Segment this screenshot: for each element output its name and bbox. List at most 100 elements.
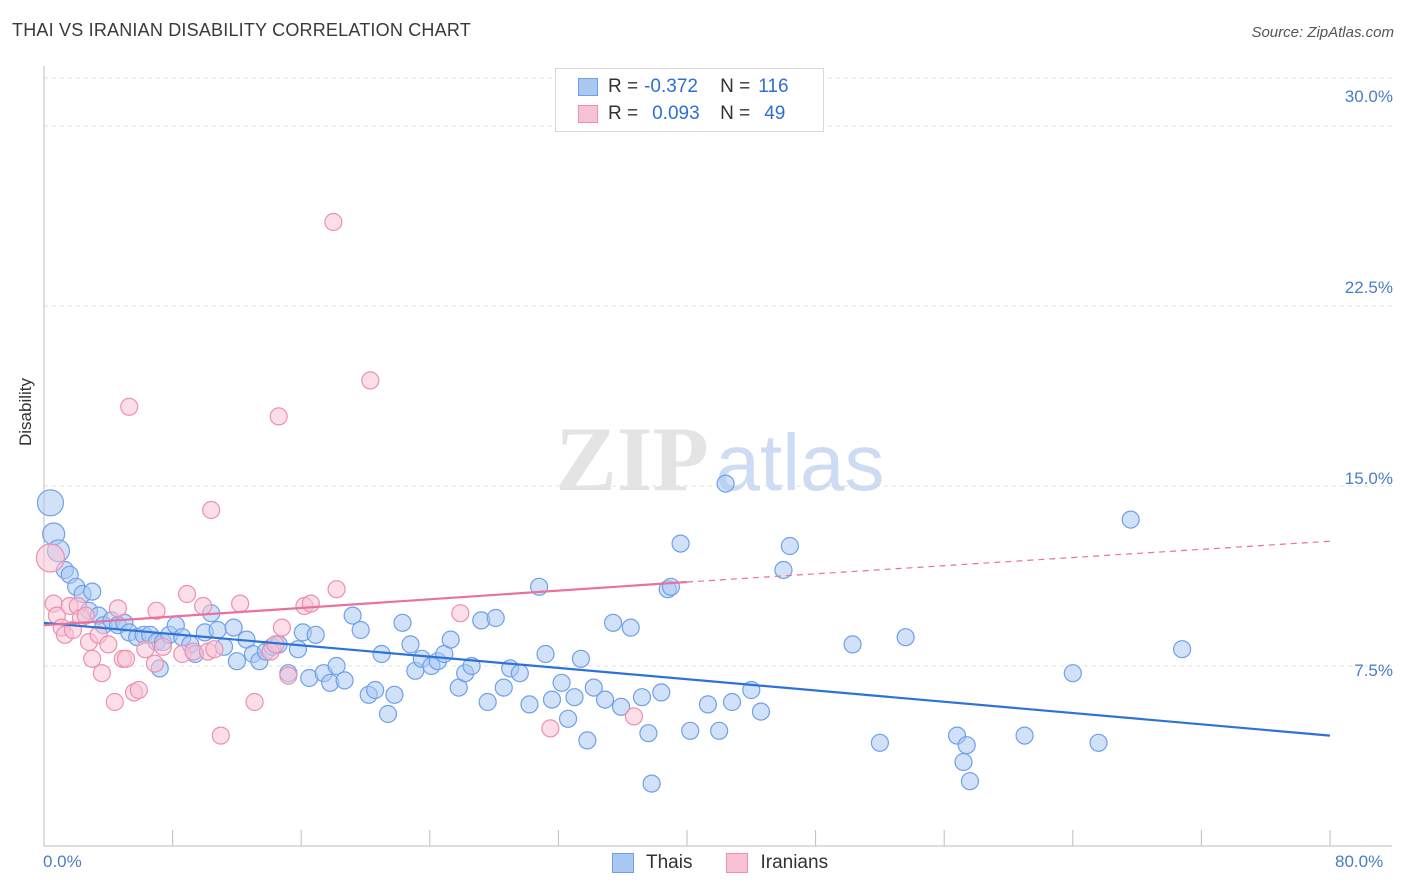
thais-point (565, 688, 584, 707)
thais-point (960, 772, 980, 791)
thais-trend-line (43, 621, 1331, 737)
thais-point (401, 635, 420, 654)
thais-point (639, 724, 658, 743)
chart-source: Source: ZipAtlas.com (1251, 24, 1394, 41)
iranians-point (279, 666, 298, 685)
chart-title: THAI VS IRANIAN DISABILITY CORRELATION C… (12, 20, 471, 40)
iranians-point (116, 649, 136, 668)
iranians-point (76, 606, 95, 625)
iranians-point (361, 371, 380, 390)
thais-point (710, 721, 729, 740)
thais-point (774, 560, 793, 580)
y-tick-label: 15.0% (1344, 469, 1393, 488)
thais-point (661, 577, 681, 596)
watermark-zip: ZIP (555, 408, 708, 510)
thais-point (494, 678, 513, 697)
bottom-legend-swatch-thais (612, 853, 634, 873)
thais-point (780, 536, 799, 556)
legend-swatch-thais (578, 78, 598, 96)
thais-point (510, 664, 529, 683)
bottom-legend: Thais Iranians (612, 852, 862, 874)
thais-point (1173, 640, 1192, 659)
legend-n-value: 116 (758, 76, 789, 97)
thais-point (652, 683, 671, 702)
thais-point (751, 702, 771, 721)
iranians-trend-line (43, 580, 688, 627)
iranians-point (136, 640, 155, 659)
thais-point (1121, 510, 1140, 529)
gridlines (44, 77, 1392, 667)
thais-point (584, 678, 603, 697)
thais-point (632, 688, 652, 707)
legend-n-label: N = (720, 76, 751, 97)
thais-point (870, 733, 890, 752)
iranians-point (327, 580, 346, 599)
iranians-point (35, 543, 66, 573)
iranians-point (451, 604, 470, 623)
thais-point (542, 690, 562, 709)
thais-point (552, 673, 571, 692)
iranians-point (105, 692, 124, 712)
bottom-legend-thais: Thais (612, 852, 692, 874)
iranians-point (177, 584, 197, 604)
thais-point (571, 649, 591, 668)
legend-n-value: 49 (764, 103, 786, 124)
iranians-point (624, 707, 644, 726)
trend-lines (43, 540, 1331, 737)
watermark-atlas: atlas (716, 418, 885, 507)
thais-point (642, 774, 661, 793)
thais-point (393, 613, 412, 632)
bottom-legend-iranians: Iranians (726, 852, 828, 874)
thais-point (486, 608, 505, 628)
legend-r-value: -0.372 (644, 76, 698, 97)
bottom-legend-label-thais: Thais (646, 852, 693, 873)
legend-r-label: R = (608, 103, 639, 124)
thais-point (621, 618, 640, 637)
iranians-point (202, 500, 221, 520)
thais-point (1089, 733, 1108, 752)
iranians-point (145, 654, 165, 673)
thais-point (385, 685, 404, 704)
thais-point (698, 695, 717, 714)
thais-point (716, 474, 735, 493)
iranians-point (147, 601, 166, 620)
bottom-legend-label-iranians: Iranians (760, 852, 829, 873)
thais-point (83, 582, 102, 601)
iranians-point (205, 640, 224, 659)
thais-point (306, 625, 325, 644)
thais-point (957, 736, 976, 755)
iranians-point (269, 407, 288, 426)
y-tick-label: 7.5% (1354, 661, 1393, 680)
thais-point (896, 628, 915, 647)
iranians-point (153, 637, 173, 656)
y-axis-label: Disability (16, 377, 35, 446)
legend-r-value: 0.093 (652, 103, 700, 124)
iranians-point (83, 649, 102, 668)
thais-point (611, 697, 631, 716)
thais-point (520, 695, 539, 714)
x-tick-label: 80.0% (1335, 852, 1384, 871)
legend-row-thais: R = -0.372 N = 116 (578, 74, 789, 100)
iranians-point (194, 596, 213, 616)
thais-point (595, 690, 615, 709)
thais-point (558, 709, 578, 728)
iranians-point (92, 664, 111, 683)
legend-r-label: R = (608, 76, 639, 97)
thais-point (441, 630, 460, 649)
iranians-point (108, 599, 128, 618)
thais-point (208, 620, 227, 640)
legend-row-iranians: R = 0.093 N = 49 (578, 101, 785, 127)
legend-swatch-iranians (578, 105, 598, 123)
thais-point (335, 671, 354, 690)
series-iranians-points (35, 212, 644, 745)
y-tick-label: 22.5% (1344, 278, 1393, 297)
iranians-point (211, 726, 230, 745)
bottom-legend-swatch-iranians (726, 853, 749, 873)
thais-point (378, 704, 398, 724)
thais-point (351, 620, 370, 640)
thais-point (843, 635, 862, 654)
thais-point (327, 656, 346, 676)
legend: R = -0.372 N = 116 R = 0.093 N = 49 (555, 68, 824, 132)
thais-point (1015, 726, 1034, 745)
